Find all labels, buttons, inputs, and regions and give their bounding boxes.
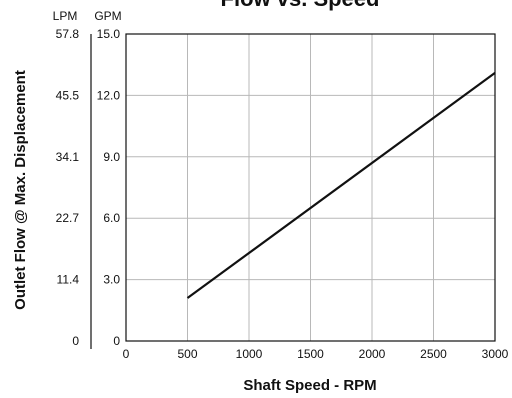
y-tick-gpm: 9.0 (103, 150, 120, 164)
x-tick-label: 2000 (359, 347, 386, 361)
x-tick-label: 500 (177, 347, 197, 361)
y-tick-lpm: 34.1 (56, 150, 80, 164)
x-tick-label: 2500 (420, 347, 447, 361)
x-tick-label: 3000 (482, 347, 509, 361)
y-tick-lpm: 11.4 (57, 273, 80, 287)
x-tick-label: 0 (123, 347, 130, 361)
y-tick-lpm: 45.5 (56, 88, 80, 102)
y-unit-gpm: GPM (94, 9, 121, 23)
x-axis-label: Shaft Speed - RPM (243, 377, 376, 394)
y-tick-gpm: 3.0 (103, 273, 120, 287)
y-tick-gpm: 6.0 (103, 211, 120, 225)
y-tick-gpm: 12.0 (97, 88, 121, 102)
x-tick-label: 1500 (297, 347, 324, 361)
x-tick-label: 1000 (236, 347, 263, 361)
y-tick-gpm: 15.0 (97, 27, 121, 41)
series-line-0 (186, 71, 496, 299)
chart-title: Flow vs. Speed (221, 0, 380, 11)
x-tick-labels: 0 500 1000 1500 2000 2500 3000 (123, 347, 509, 361)
y-unit-lpm: LPM (53, 9, 78, 23)
y-tick-lpm: 0 (72, 334, 79, 348)
y-tick-gpm: 0 (113, 334, 120, 348)
plot-frame (125, 33, 496, 342)
grid (126, 34, 495, 341)
y-axis-label: Outlet Flow @ Max. Displacement (12, 70, 29, 310)
y-tick-lpm: 57.8 (56, 27, 80, 41)
y-tick-lpm: 22.7 (56, 211, 80, 225)
y-tick-labels: 0 0 11.4 3.0 22.7 6.0 34.1 9.0 45.5 12.0 57.8 15.0 (56, 27, 121, 348)
series-group (186, 71, 496, 299)
